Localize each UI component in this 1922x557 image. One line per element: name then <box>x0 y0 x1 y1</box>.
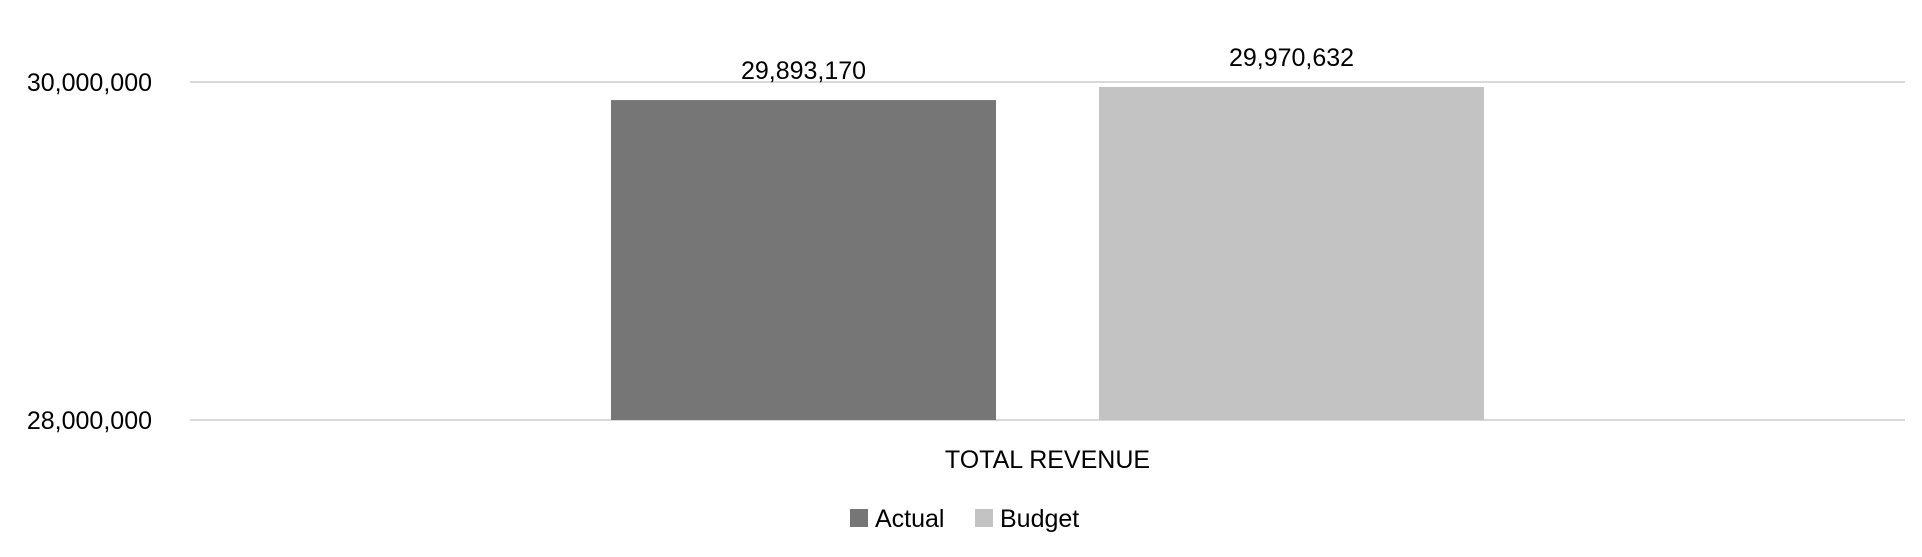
legend-swatch-actual <box>850 509 868 527</box>
bar-actual <box>611 100 996 421</box>
y-axis-tick-labels: 28,000,000 30,000,000 <box>27 69 152 435</box>
bar-budget <box>1099 86 1484 420</box>
legend-label-actual: Actual <box>875 505 944 533</box>
data-labels: 29,893,170 29,970,632 <box>741 44 1354 85</box>
data-label-actual: 29,893,170 <box>741 57 866 85</box>
y-tick-label: 28,000,000 <box>27 407 152 435</box>
y-tick-label: 30,000,000 <box>27 69 152 97</box>
legend-label-budget: Budget <box>1000 505 1079 533</box>
x-category-label: TOTAL REVENUE <box>945 446 1150 474</box>
gridlines <box>190 81 1905 421</box>
bars <box>611 86 1484 421</box>
legend-swatch-budget <box>975 509 993 527</box>
data-label-budget: 29,970,632 <box>1229 44 1354 72</box>
legend: Actual Budget <box>850 505 1079 533</box>
category-labels: TOTAL REVENUE <box>945 446 1150 474</box>
